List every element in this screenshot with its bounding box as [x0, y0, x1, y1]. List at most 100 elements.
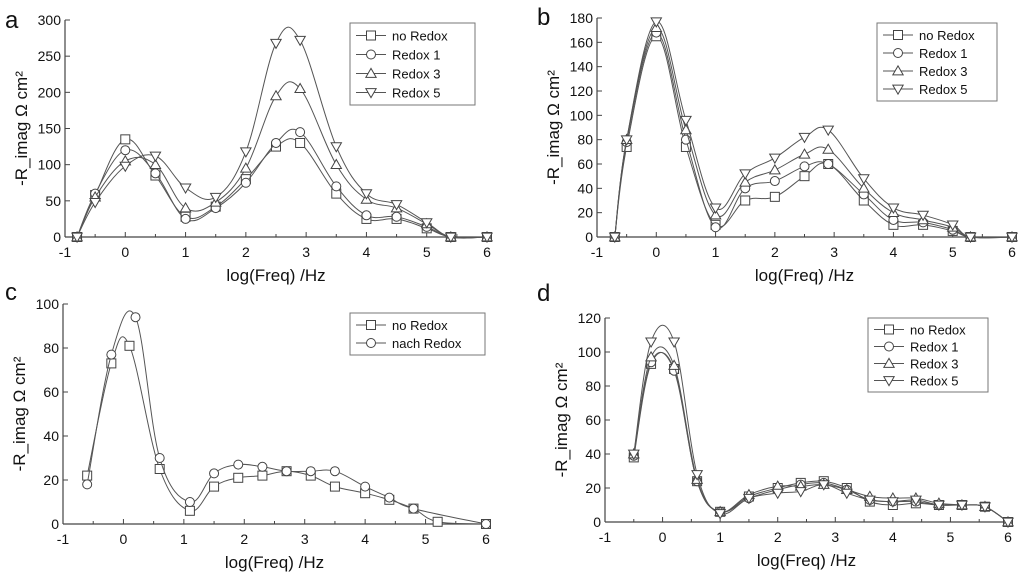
y-tick-label: 120	[570, 83, 594, 99]
data-point	[620, 135, 633, 146]
data-point	[771, 488, 784, 500]
y-tick-label: 150	[38, 121, 62, 137]
data-point	[432, 516, 443, 527]
y-tick-label: 20	[43, 472, 59, 488]
data-point	[481, 519, 491, 529]
x-tick-label: -1	[57, 531, 70, 547]
y-tick-label: 300	[38, 12, 62, 28]
y-axis-label: -R_imag Ω cm²	[12, 71, 31, 186]
data-point	[863, 495, 876, 507]
y-axis-label: -R_imag Ω cm²	[552, 362, 571, 477]
y-tick-label: 0	[585, 229, 593, 245]
data-point	[130, 312, 141, 323]
legend-marker	[366, 49, 376, 60]
y-tick-label: 0	[593, 514, 601, 530]
data-point	[82, 479, 93, 490]
data-point	[119, 161, 132, 173]
x-tick-label: -1	[599, 529, 612, 545]
y-tick-label: 200	[38, 84, 62, 100]
data-point	[295, 127, 306, 138]
data-point	[768, 153, 781, 165]
data-point	[361, 210, 372, 221]
legend-label: Redox 1	[919, 46, 967, 61]
y-tick-label: 80	[577, 132, 593, 148]
data-point	[798, 148, 811, 159]
legend-marker	[366, 320, 376, 330]
data-point	[331, 181, 342, 192]
y-tick-label: 80	[585, 378, 601, 394]
y-tick-label: 100	[578, 344, 602, 360]
data-point	[233, 472, 244, 483]
data-point	[233, 459, 244, 470]
x-tick-label: 3	[830, 244, 838, 260]
data-point	[106, 349, 117, 360]
data-point	[390, 200, 403, 211]
x-tick-label: 6	[482, 531, 490, 547]
legend-label: nach Redox	[392, 336, 462, 351]
data-point	[149, 151, 162, 163]
data-point	[294, 82, 307, 94]
data-point	[964, 232, 977, 244]
x-tick-label: 4	[890, 244, 898, 260]
legend-label: Redox 5	[910, 374, 958, 389]
data-point	[645, 350, 658, 362]
data-point	[330, 142, 343, 153]
y-tick-label: 40	[585, 446, 601, 462]
x-tick-label: 1	[716, 529, 724, 545]
data-point	[955, 500, 968, 512]
data-point	[799, 161, 810, 172]
x-tick-label: 2	[240, 531, 248, 547]
y-tick-label: 60	[585, 412, 601, 428]
data-point	[709, 203, 722, 214]
data-point	[184, 497, 195, 507]
data-point	[184, 505, 195, 516]
data-point	[887, 203, 900, 214]
legend-marker	[364, 67, 378, 78]
data-point	[668, 337, 681, 348]
data-point	[180, 213, 191, 224]
legend-label: Redox 3	[392, 67, 440, 82]
x-axis-label: log(Freq) /Hz	[757, 551, 856, 570]
data-point	[239, 147, 252, 158]
data-point	[710, 222, 721, 233]
legend-marker	[366, 30, 376, 41]
x-tick-label: 3	[831, 529, 839, 545]
y-axis-label: -R_imag Ω cm²	[544, 70, 563, 185]
y-tick-label: 0	[53, 229, 61, 245]
legend-marker	[893, 30, 903, 40]
data-point	[857, 174, 870, 185]
x-tick-label: 0	[121, 244, 129, 260]
y-tick-label: 20	[577, 205, 593, 221]
data-point	[420, 218, 433, 229]
data-point	[823, 159, 834, 169]
data-point	[408, 503, 419, 514]
data-point	[822, 125, 835, 137]
data-point	[240, 177, 251, 188]
x-axis-label: log(Freq) /Hz	[225, 553, 324, 572]
legend-label: Redox 5	[919, 82, 967, 97]
data-point	[709, 208, 722, 220]
data-point	[305, 466, 316, 477]
data-point	[909, 495, 922, 507]
legend-marker	[882, 357, 896, 368]
y-tick-label: 120	[578, 310, 602, 326]
data-point	[739, 169, 752, 180]
y-tick-label: 60	[577, 156, 593, 172]
x-tick-label: 2	[242, 244, 250, 260]
y-tick-label: 140	[570, 59, 594, 75]
data-point	[154, 453, 165, 463]
x-tick-label: -1	[591, 244, 604, 260]
y-tick-label: 40	[577, 180, 593, 196]
data-point	[384, 492, 395, 503]
x-tick-label: -1	[59, 244, 72, 260]
data-point	[124, 340, 135, 351]
data-point	[154, 464, 165, 474]
x-axis-label: log(Freq) /Hz	[755, 266, 854, 285]
data-point	[444, 232, 457, 244]
x-tick-label: 6	[1008, 244, 1016, 260]
x-tick-label: 0	[659, 529, 667, 545]
data-point	[269, 89, 283, 101]
data-point	[209, 481, 220, 492]
